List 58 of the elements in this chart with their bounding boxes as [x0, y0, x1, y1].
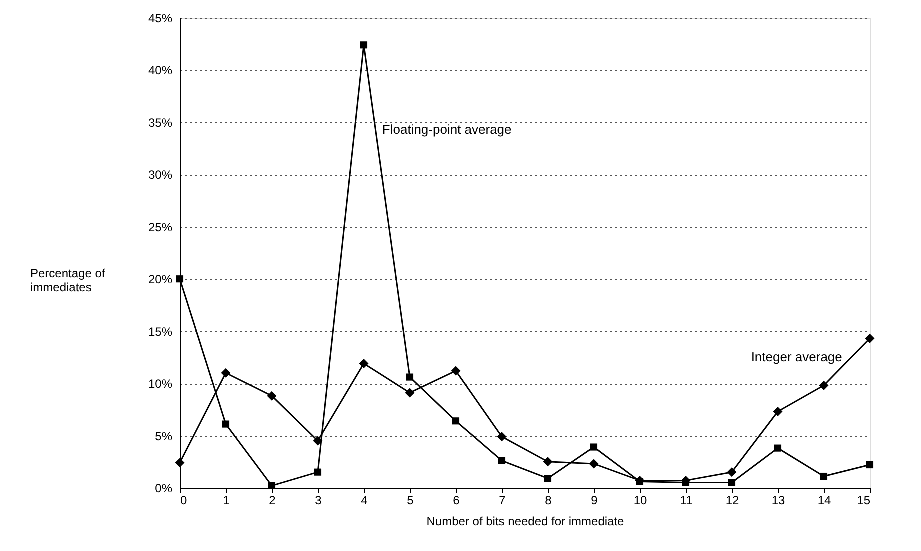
point [405, 388, 415, 398]
y-tick-label: 0% [155, 482, 173, 496]
point [176, 276, 184, 283]
point [451, 366, 461, 376]
y-axis-title: Percentage of immediates [30, 266, 106, 294]
point [866, 461, 874, 469]
series-label: Floating-point average [382, 122, 512, 137]
x-tick-label: 12 [726, 494, 740, 508]
y-tick-label: 35% [148, 116, 173, 130]
point [865, 334, 875, 344]
point [452, 418, 460, 425]
point [774, 444, 782, 452]
x-tick-label: 7 [499, 494, 506, 508]
y-tick-label: 20% [148, 272, 173, 287]
point [406, 374, 414, 381]
x-axis-title: Number of bits needed for immediate [426, 514, 625, 528]
x-tick-label: 3 [315, 494, 322, 508]
point [359, 358, 369, 368]
point [498, 457, 506, 464]
x-tick-label: 4 [361, 494, 368, 508]
x-tick-label: 8 [545, 494, 552, 508]
y-tick-label: 40% [148, 64, 173, 78]
point [589, 459, 599, 469]
point [544, 475, 552, 482]
x-tick-label: 2 [269, 494, 276, 508]
y-tick-label: 5% [155, 429, 173, 444]
x-tick-label: 9 [591, 494, 598, 508]
point [773, 407, 783, 416]
point [360, 42, 368, 49]
x-tick-label: 10 [634, 494, 648, 508]
y-tick-label: 30% [148, 168, 173, 182]
point [267, 391, 277, 401]
point [497, 432, 507, 442]
y-tick-label: 10% [148, 377, 173, 392]
point [313, 436, 323, 446]
point [221, 368, 231, 378]
y-tick-label: 15% [148, 324, 173, 339]
x-tick-label: 11 [680, 494, 694, 508]
y-tick-label: 45% [148, 12, 173, 26]
point [175, 458, 185, 468]
point [543, 457, 553, 467]
x-tick-label: 0 [180, 494, 188, 508]
x-tick-label: 13 [772, 494, 786, 508]
point [268, 482, 276, 490]
series-label: Integer average [751, 349, 842, 364]
x-tick-label: 6 [453, 494, 460, 508]
x-tick-label: 14 [818, 494, 832, 508]
point [727, 468, 737, 478]
x-tick-label: 5 [407, 494, 414, 508]
x-tick-label: 15 [857, 494, 871, 508]
point [820, 472, 828, 480]
point [314, 468, 322, 476]
y-tick-label: 25% [148, 220, 173, 234]
point [222, 420, 230, 428]
point [819, 380, 829, 390]
point [590, 444, 598, 451]
x-tick-label: 1 [223, 494, 230, 508]
point [728, 479, 736, 486]
